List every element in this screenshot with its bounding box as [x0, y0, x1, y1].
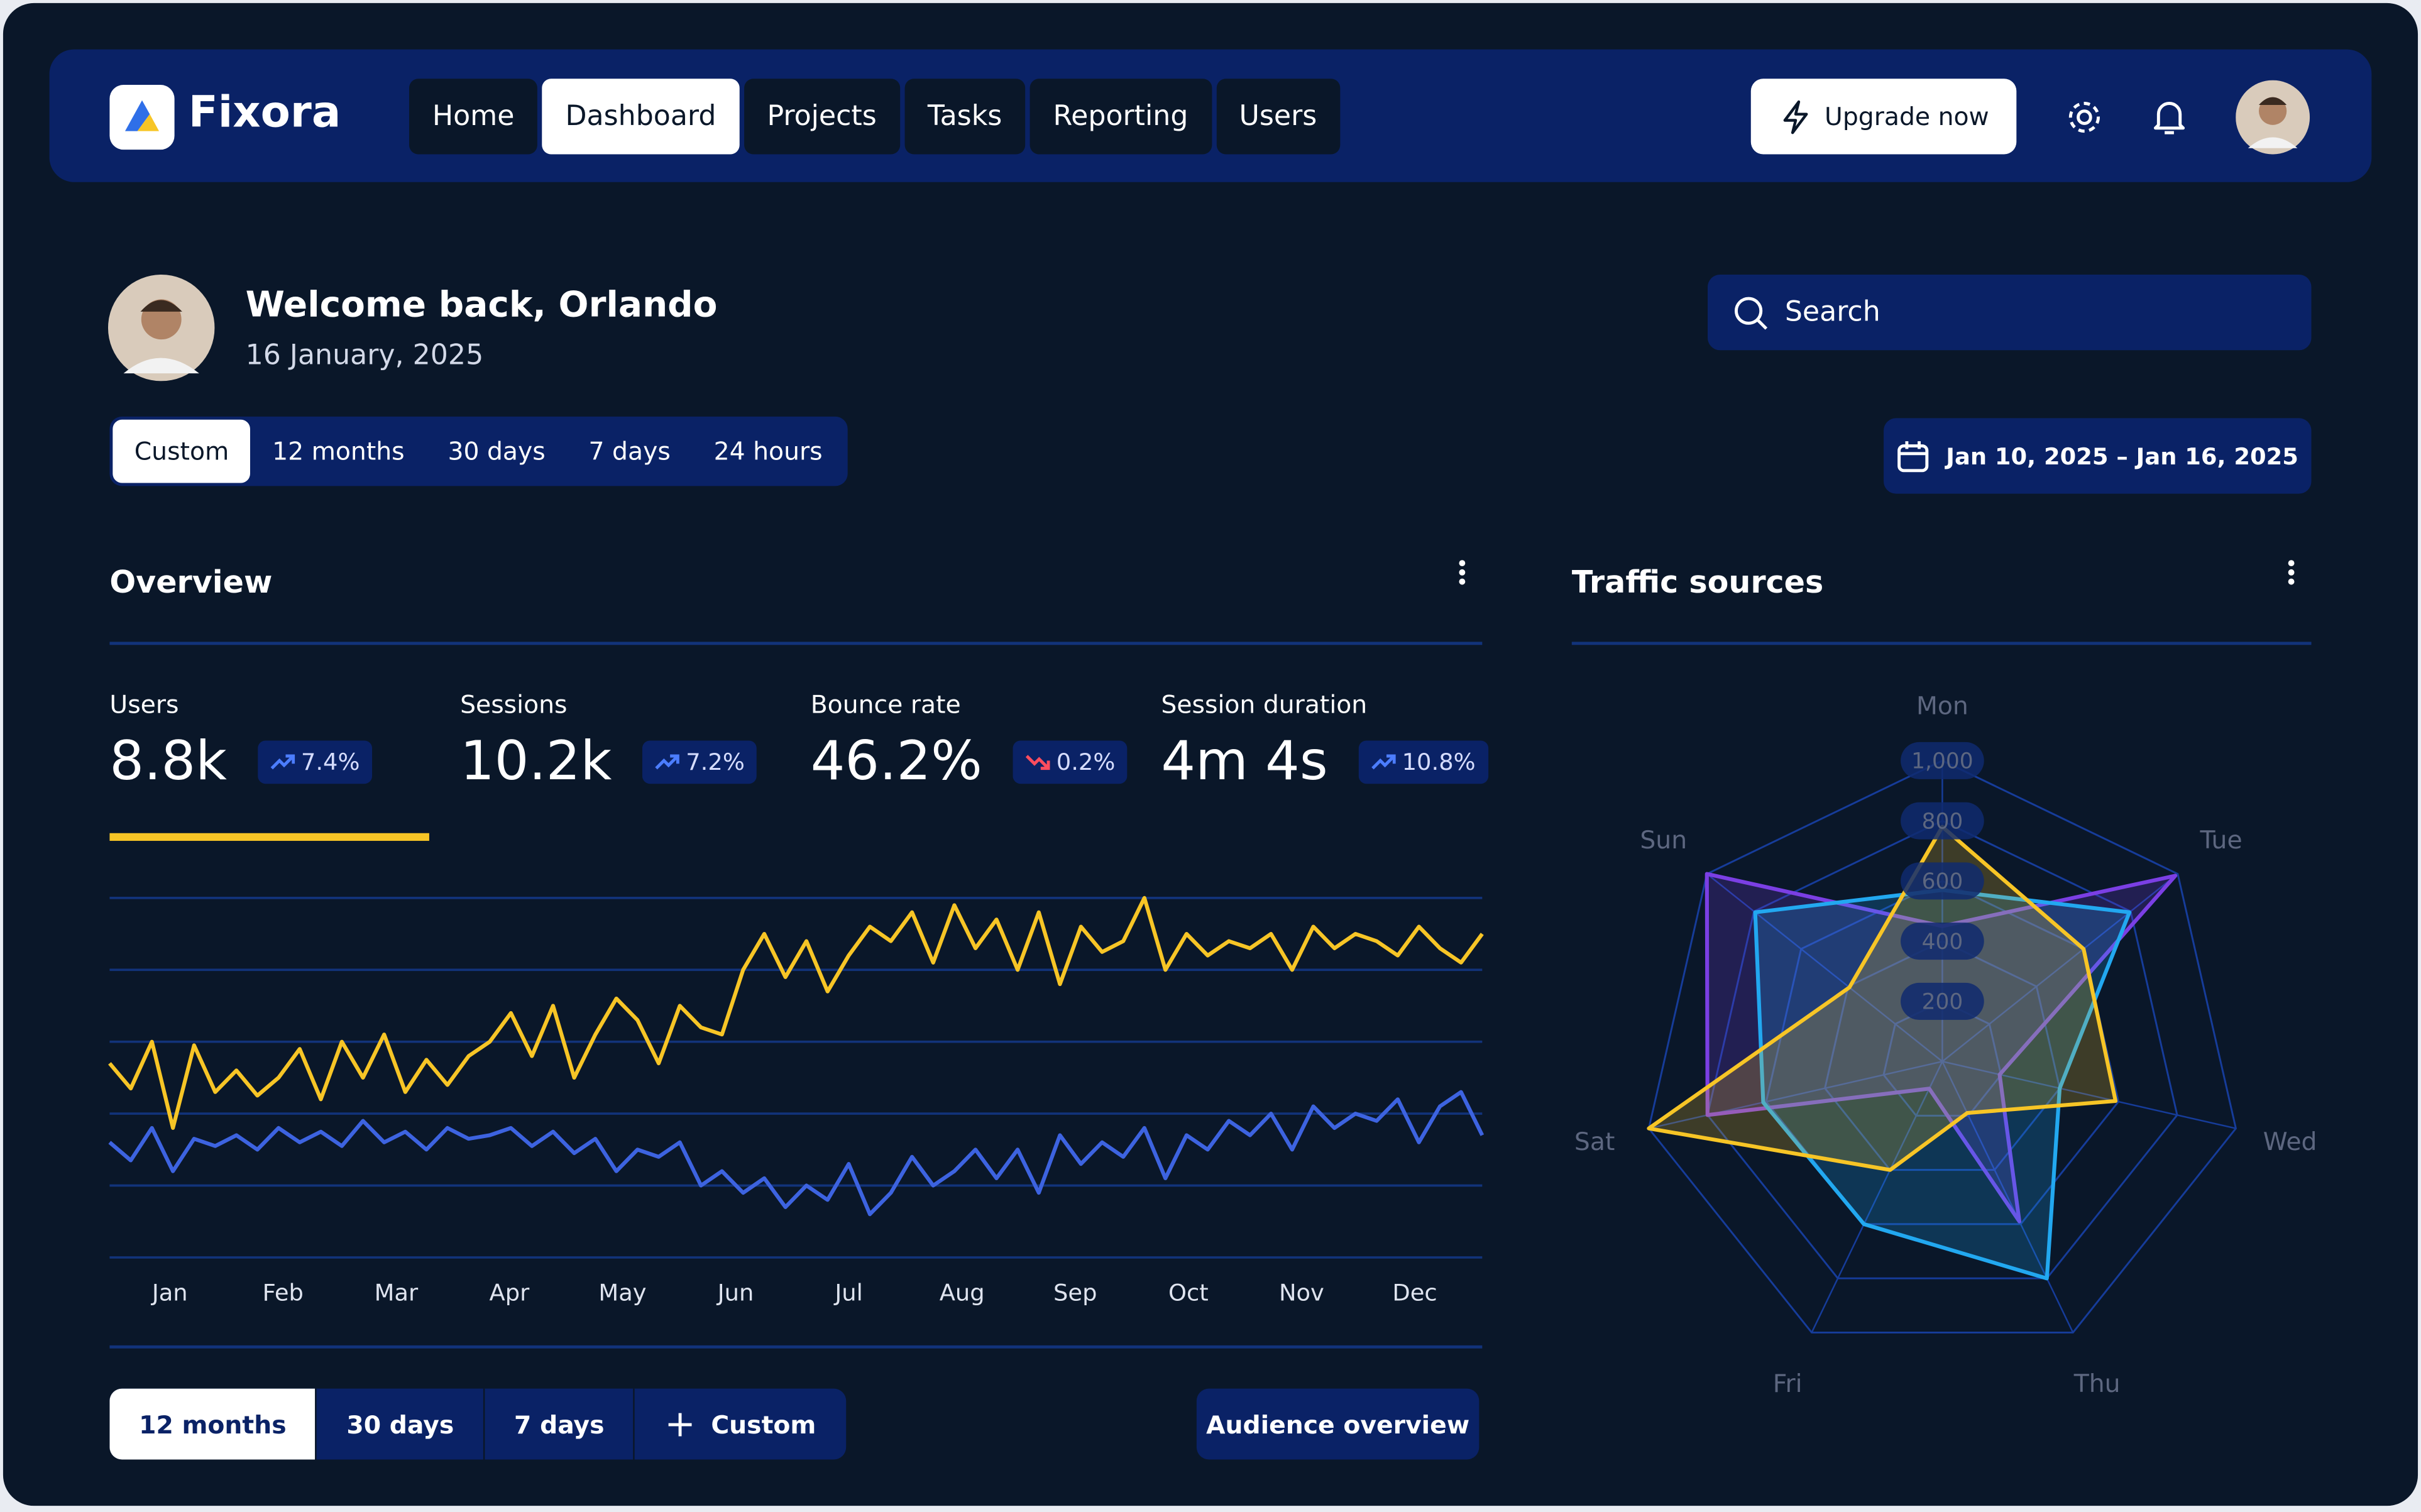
radar-axis-label: Wed [2263, 1128, 2317, 1156]
radar-tick-label: 800 [1922, 809, 1963, 834]
x-tick-label: Aug [940, 1279, 985, 1307]
x-tick-label: Oct [1168, 1279, 1209, 1307]
range-tab[interactable]: 12 months [109, 1389, 316, 1460]
radar-axis-label: Fri [1773, 1370, 1803, 1398]
range-tab[interactable]: 30 days [316, 1389, 483, 1460]
radar-tick-label: 400 [1922, 929, 1963, 955]
x-tick-label: May [598, 1279, 646, 1307]
x-tick-label: Jun [716, 1279, 754, 1307]
radar-axis-label: Sat [1574, 1128, 1615, 1156]
range-label: 12 months [139, 1410, 286, 1439]
audience-button[interactable]: Audience overview [1197, 1389, 1480, 1460]
range-tab[interactable]: + Custom [634, 1389, 845, 1460]
radar-tick-label: 200 [1922, 990, 1963, 1015]
x-tick-label: Dec [1392, 1279, 1437, 1307]
radar-axis-label: Mon [1916, 693, 1968, 721]
radar-tick-label: 1,000 [1911, 749, 1973, 774]
plus-icon: + [664, 1406, 695, 1443]
radar-axis-label: Tue [2200, 826, 2243, 855]
line-series [109, 898, 1482, 1128]
radar-tick-label: 600 [1922, 869, 1963, 894]
range-tab[interactable]: 7 days [483, 1389, 634, 1460]
x-tick-label: Feb [263, 1279, 304, 1307]
range-label: 30 days [346, 1410, 454, 1439]
radar-axis-label: Thu [2073, 1370, 2121, 1398]
range-label: 7 days [514, 1410, 605, 1439]
radar-axis-label: Sun [1640, 826, 1687, 855]
range-tabs: 12 months 30 days 7 days + Custom [109, 1389, 845, 1460]
range-label: Custom [711, 1410, 816, 1439]
x-tick-label: Nov [1279, 1279, 1324, 1307]
x-tick-label: Sep [1053, 1279, 1097, 1307]
x-tick-label: Mar [375, 1279, 419, 1307]
line-series [109, 1092, 1482, 1214]
x-tick-label: Jan [151, 1279, 188, 1307]
x-tick-label: Jul [833, 1279, 862, 1307]
x-tick-label: Apr [490, 1279, 530, 1307]
